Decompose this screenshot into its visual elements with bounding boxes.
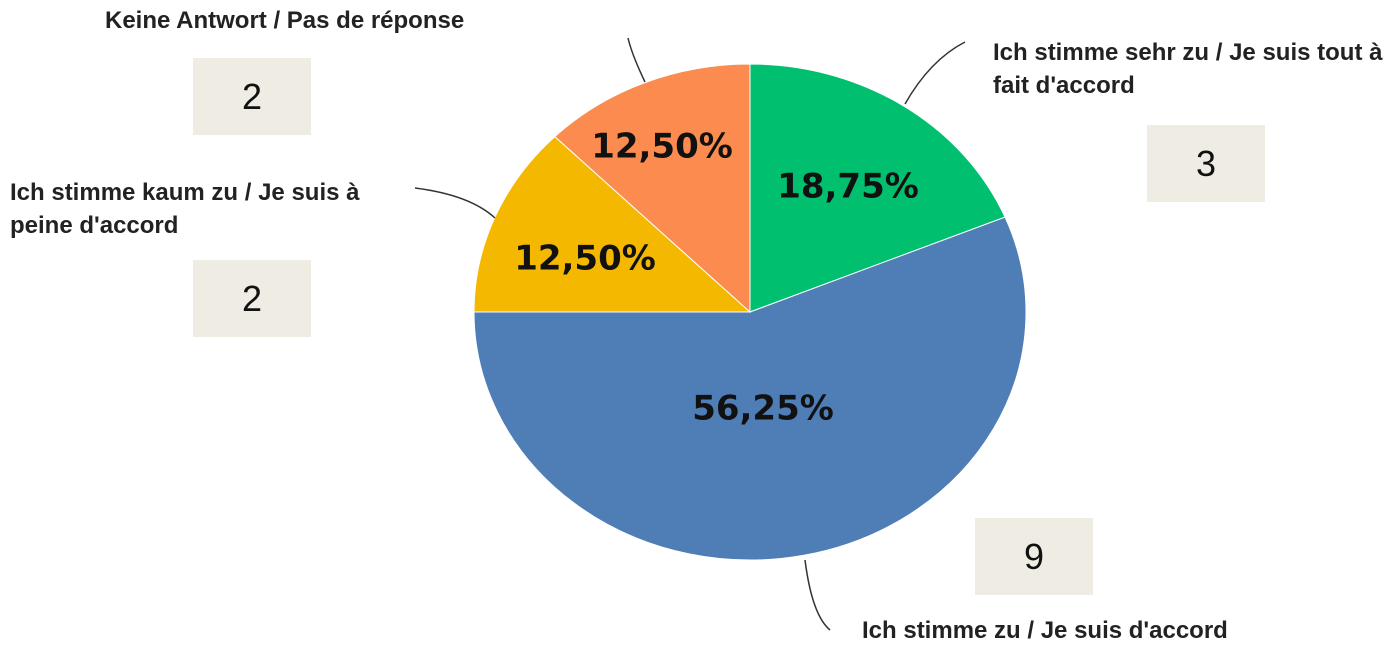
slice [749,63,1006,313]
slice [473,216,1027,561]
slices [473,63,1027,561]
leader-line [627,37,646,83]
count-box: 9 [975,518,1093,595]
value-label: 56,25% [692,389,834,429]
count-box: 2 [193,260,311,337]
leader-lines [414,37,966,631]
count-box: 3 [1147,125,1265,202]
category-label: Keine Antwort / Pas de réponse [105,7,465,34]
leader-line [414,187,496,219]
leader-line [904,41,966,105]
value-label: 12,50% [514,239,656,279]
category-label: Ich stimme kaum zu / Je suis à peine d'a… [10,179,360,239]
count-box: 2 [193,58,311,135]
category-label: Ich stimme sehr zu / Je suis tout à fait… [993,39,1383,99]
value-label: 12,50% [591,127,733,167]
leader-line [804,559,831,631]
category-label: Ich stimme zu / Je suis d'accord [862,617,1228,644]
value-label: 18,75% [777,167,919,207]
slice [554,63,751,314]
